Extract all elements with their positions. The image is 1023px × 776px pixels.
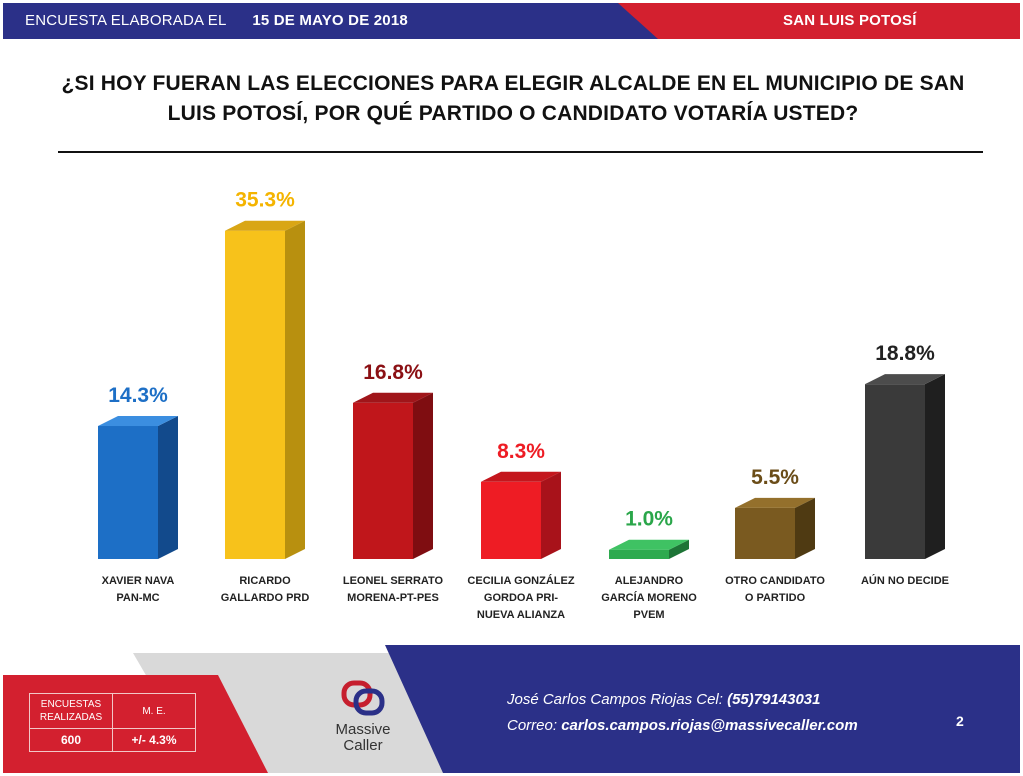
bar-7 [865,374,945,559]
bar-top [353,392,433,403]
bar-top [609,539,689,550]
logo-word-caller: Caller [343,737,383,754]
bar-side [158,416,178,559]
survey-date-label: ENCUESTA ELABORADA EL [25,12,226,29]
bar-front [609,549,669,559]
bar-chart: 14.3% 35.3% 16.8% 8.3% 1.0% 5.5% 18.8% [98,189,945,559]
bar-1 [98,416,178,559]
bar-side [925,374,945,559]
contact-email[interactable]: carlos.campos.riojas@massivecaller.com [561,717,858,734]
bar-front [225,230,285,559]
bar-front [865,384,925,559]
category-label-1: XAVIER NAVA PAN-MC [101,575,175,604]
bar-front [98,426,158,559]
bar-side [541,471,561,559]
question-title: ¿SI HOY FUERAN LAS ELECCIONES PARA ELEGI… [43,69,983,129]
contact-info: José Carlos Campos Riojas Cel: (55)79143… [507,687,858,739]
contact-email-line: Correo: carlos.campos.riojas@massivecall… [507,713,858,739]
bar-front [735,507,795,559]
data-label-3: 16.8% [363,361,423,384]
data-label-6: 5.5% [751,466,799,489]
header-wedge [618,3,658,39]
header-region-bar [658,3,1020,39]
stats-header-surveys: ENCUESTAS REALIZADAS [29,693,113,729]
contact-name: José Carlos Campos Riojas Cel: [507,691,728,708]
data-label-7: 18.8% [875,342,935,365]
question-line-1: ¿SI HOY FUERAN LAS ELECCIONES PARA ELEGI… [61,72,965,95]
bar-side [669,539,689,559]
category-label-2: RICARDO GALLARDO PRD [220,575,310,604]
stats-table: ENCUESTAS REALIZADAS M. E. 600 +/- 4.3% [29,693,196,752]
stats-surveys-value: 600 [29,728,113,752]
slide: ENCUESTA ELABORADA EL 15 DE MAYO DE 2018… [3,3,1020,773]
bar-side [285,220,305,559]
stats-margin-value: +/- 4.3% [112,728,196,752]
survey-date: 15 DE MAYO DE 2018 [252,12,408,29]
title-divider [58,151,983,153]
page-number: 2 [956,713,964,729]
category-label-3: LEONEL SERRATO MORENA-PT-PES [342,575,444,604]
bar-3 [353,392,433,559]
massive-caller-logo: Massive Caller [323,679,403,754]
bar-side [795,497,815,559]
logo-word-massive: Massive [335,721,391,738]
category-label-4: CECILIA GONZÁLEZ GORDOA PRI- NUEVA ALIAN… [467,575,575,621]
data-label-1: 14.3% [108,384,168,407]
bar-4 [481,471,561,559]
bar-top [865,374,945,385]
header-label: ENCUESTA ELABORADA EL 15 DE MAYO DE 2018 [25,3,408,39]
bar-top [225,220,305,231]
bar-6 [735,497,815,559]
region-label: SAN LUIS POTOSÍ [783,12,917,29]
bar-top [98,416,178,427]
contact-email-label: Correo: [507,717,562,734]
contact-phone-line: José Carlos Campos Riojas Cel: (55)79143… [507,687,858,713]
bar-2 [225,220,305,559]
data-label-4: 8.3% [497,440,545,463]
category-label-6: OTRO CANDIDATO O PARTIDO [725,575,825,604]
bar-top [481,471,561,482]
bar-top [735,497,815,508]
chat-bubbles-icon [341,680,385,716]
bar-front [481,481,541,559]
question-line-2: LUIS POTOSÍ, POR QUÉ PARTIDO O CANDIDATO… [167,102,859,125]
bar-side [413,392,433,559]
footer-blue-band [385,645,1020,773]
data-label-2: 35.3% [235,189,295,212]
category-label-7: AÚN NO DECIDE [860,575,949,587]
bar-front [353,402,413,559]
stats-header-margin: M. E. [112,693,196,729]
data-label-5: 1.0% [625,508,673,531]
contact-phone: (55)79143031 [727,691,821,708]
category-label-5: ALEJANDRO GARCÍA MORENO PVEM [601,575,697,621]
bar-5 [609,539,689,559]
